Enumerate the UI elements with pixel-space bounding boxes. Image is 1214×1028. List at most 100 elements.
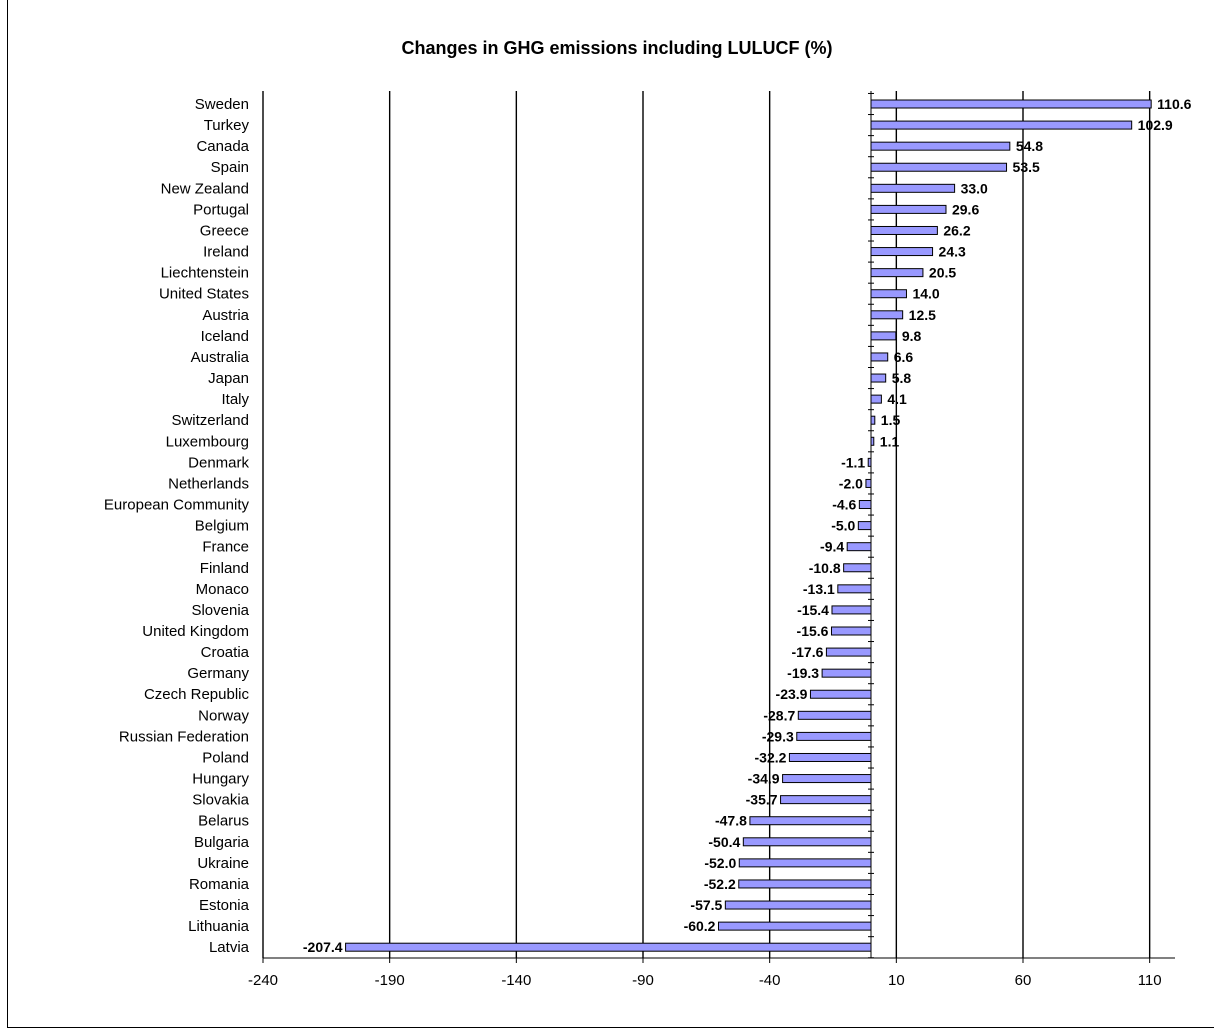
x-tick-label: -140	[501, 972, 531, 989]
bar	[870, 415, 876, 425]
data-label: 102.9	[1138, 117, 1173, 133]
bar	[717, 921, 872, 931]
category-label: Belgium	[195, 518, 249, 535]
x-tick-label: -90	[632, 972, 654, 989]
category-label: Turkey	[204, 117, 250, 134]
category-label: Monaco	[196, 581, 249, 598]
bar	[858, 500, 872, 510]
category-label: Latvia	[209, 939, 250, 956]
data-label: 26.2	[943, 222, 970, 238]
category-label: Portugal	[193, 201, 249, 218]
data-label: 1.1	[880, 433, 900, 449]
bar	[870, 99, 1152, 109]
bar	[870, 120, 1133, 130]
bar	[345, 942, 872, 952]
category-label: Italy	[221, 391, 249, 408]
data-label: -47.8	[715, 813, 747, 829]
bar	[870, 204, 947, 214]
category-label: Japan	[208, 370, 249, 387]
data-label: -15.4	[797, 602, 829, 618]
bar	[830, 626, 872, 636]
data-labels: 110.6 102.9 54.8 53.5 33.0 29.6 26.2 24.3 20.5 14…	[303, 96, 1192, 955]
data-label: 29.6	[952, 201, 979, 217]
bar	[831, 605, 872, 615]
bar	[870, 268, 924, 278]
data-label: -13.1	[803, 581, 835, 597]
bar	[870, 373, 887, 383]
category-label: Canada	[196, 138, 249, 155]
bar	[857, 521, 872, 531]
data-label: -32.2	[755, 749, 787, 765]
data-label: 6.6	[894, 349, 914, 365]
bar	[742, 837, 872, 847]
category-label: Poland	[202, 749, 249, 766]
bar	[825, 647, 872, 657]
data-label: -29.3	[762, 728, 794, 744]
category-label: Netherlands	[168, 475, 249, 492]
data-label: -10.8	[809, 560, 841, 576]
bar	[870, 183, 956, 193]
chart-title: Changes in GHG emissions including LULUC…	[401, 38, 832, 58]
x-tick-label: -240	[248, 972, 278, 989]
bar	[870, 225, 938, 235]
data-label: -15.6	[797, 623, 829, 639]
bar	[870, 331, 897, 341]
data-label: -4.6	[832, 497, 856, 513]
category-label: Ukraine	[197, 855, 249, 872]
data-label: -207.4	[303, 939, 343, 955]
x-tick-label: 10	[888, 972, 905, 989]
data-label: -52.0	[704, 855, 736, 871]
bar	[788, 752, 872, 762]
category-label: Liechtenstein	[161, 265, 249, 282]
category-label: France	[202, 539, 249, 556]
data-label: 33.0	[961, 180, 988, 196]
data-label: -52.2	[704, 876, 736, 892]
category-label: Luxembourg	[166, 433, 249, 450]
category-label: Germany	[187, 665, 249, 682]
x-tick-labels: -240 -190 -140 -90 -40 10 60 110	[248, 972, 1162, 989]
data-label: 12.5	[909, 307, 936, 323]
data-label: -50.4	[708, 834, 740, 850]
bar	[870, 162, 1008, 172]
bar	[797, 710, 872, 720]
bar	[749, 816, 872, 826]
bar	[870, 352, 889, 362]
bar	[870, 289, 907, 299]
category-label: Austria	[202, 307, 249, 324]
data-label: -60.2	[684, 918, 716, 934]
data-label: 110.6	[1157, 96, 1191, 112]
category-label: Denmark	[188, 454, 249, 471]
category-label: Switzerland	[171, 412, 249, 429]
x-tick-label: 60	[1015, 972, 1032, 989]
category-label: Slovenia	[191, 602, 249, 619]
data-label: 5.8	[892, 370, 912, 386]
category-label: Finland	[200, 560, 249, 577]
category-label: Romania	[189, 876, 250, 893]
data-label: 24.3	[939, 244, 966, 260]
data-label: -1.1	[841, 454, 865, 470]
bar	[809, 689, 872, 699]
category-label: Iceland	[201, 328, 249, 345]
bar	[724, 900, 872, 910]
x-tick-label: -40	[759, 972, 781, 989]
data-label: -2.0	[839, 475, 863, 491]
category-label: European Community	[104, 497, 250, 514]
bar	[796, 731, 872, 741]
category-label: Bulgaria	[194, 834, 250, 851]
data-label: -34.9	[748, 771, 780, 787]
category-label: New Zealand	[161, 180, 249, 197]
category-label: Belarus	[198, 813, 249, 830]
bar	[821, 668, 872, 678]
bar	[870, 394, 882, 404]
bar	[846, 542, 872, 552]
category-label: Spain	[211, 159, 249, 176]
data-label: 9.8	[902, 328, 922, 344]
bar	[738, 858, 872, 868]
category-label: Russian Federation	[119, 728, 249, 745]
grid-lines	[262, 91, 1151, 958]
data-label: -17.6	[791, 644, 823, 660]
category-label: Greece	[200, 222, 249, 239]
data-label: 53.5	[1013, 159, 1040, 175]
bar	[870, 141, 1011, 151]
